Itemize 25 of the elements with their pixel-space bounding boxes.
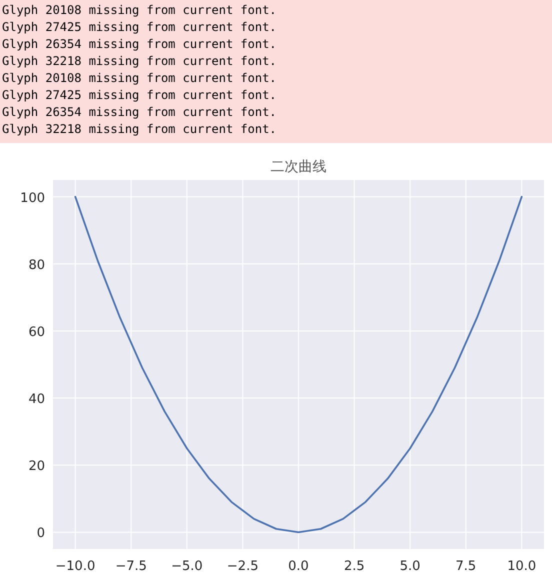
- y-tick-label: 60: [28, 324, 45, 340]
- line-series: [74, 196, 523, 534]
- x-tick-label: 10.0: [507, 559, 536, 574]
- x-tick-label: −7.5: [115, 559, 147, 574]
- x-tick-label: 2.5: [344, 559, 365, 574]
- text: Glyph 26354 missing from current font.: [2, 105, 277, 119]
- x-tick-label: 0.0: [288, 559, 309, 574]
- x-tick-label: −2.5: [226, 559, 258, 574]
- x-tick-label: 7.5: [456, 559, 476, 574]
- text: Glyph 20108 missing from current font.: [2, 71, 277, 85]
- y-tick-label: 20: [28, 459, 45, 474]
- text: Glyph 20108 missing from current font.: [2, 3, 277, 17]
- text: Glyph 32218 missing from current font.: [2, 54, 277, 68]
- y-tick-label: 100: [20, 190, 45, 206]
- text: Glyph 27425 missing from current font.: [2, 20, 277, 34]
- y-tick-label: 40: [28, 392, 45, 408]
- y-tick-label: 80: [28, 258, 45, 273]
- x-tick-label: −5.0: [171, 559, 203, 574]
- chart-title: 二次曲线: [270, 159, 326, 175]
- text: Glyph 26354 missing from current font.: [2, 37, 277, 51]
- text: Glyph 32218 missing from current font.: [2, 122, 277, 136]
- x-tick-label: 5.0: [400, 559, 420, 574]
- y-tick-label: 0: [36, 526, 45, 542]
- text: Glyph 27425 missing from current font.: [2, 88, 277, 102]
- x-tick-label: −10.0: [55, 559, 96, 574]
